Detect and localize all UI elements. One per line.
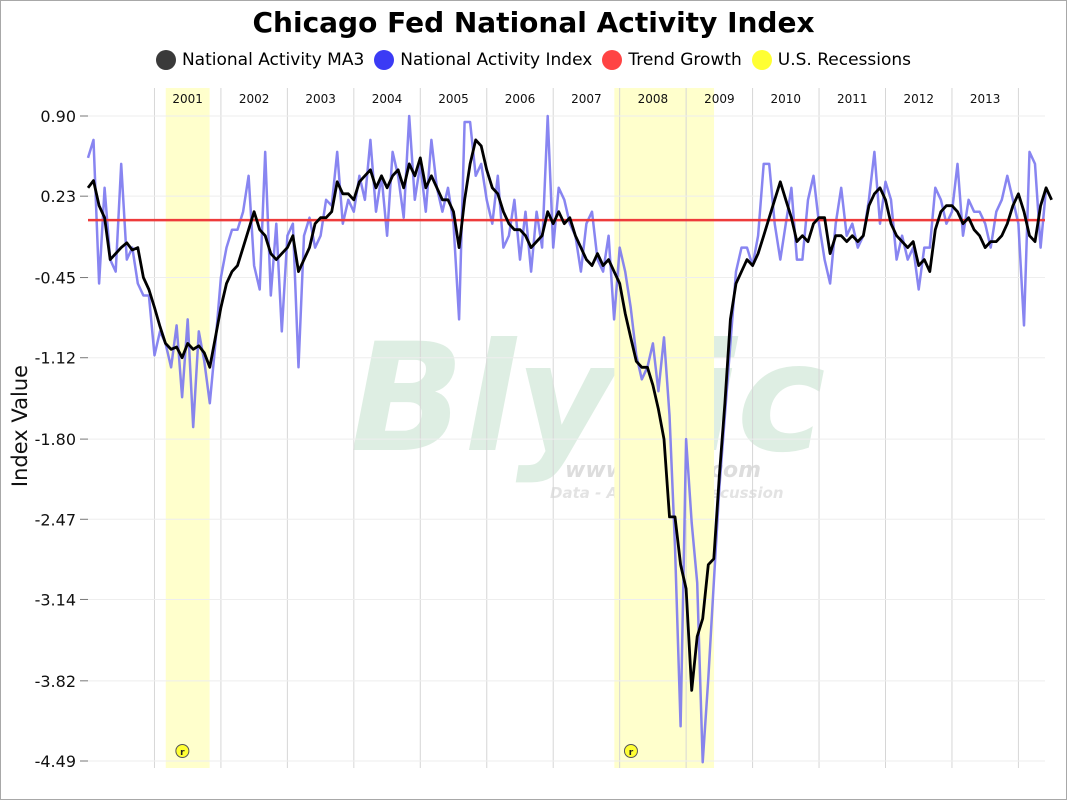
y-tick-label-7: -3.82 — [35, 672, 76, 691]
legend: National Activity MA3 National Activity … — [0, 50, 1067, 70]
year-label-2006: 2006 — [505, 92, 536, 106]
legend-label-trend: Trend Growth — [628, 50, 742, 70]
year-label-2001: 2001 — [172, 92, 203, 106]
y-tick-label-8: -4.49 — [35, 752, 76, 771]
year-label-2008: 2008 — [638, 92, 669, 106]
y-tick-label-6: -3.14 — [35, 590, 76, 609]
svg-text:Blytic: Blytic — [350, 312, 826, 486]
legend-item-recessions[interactable]: U.S. Recessions — [751, 50, 912, 70]
recession-marker-label-0: r — [180, 748, 185, 758]
year-label-2004: 2004 — [372, 92, 403, 106]
recession-marker-label-1: r — [629, 748, 634, 758]
year-label-2007: 2007 — [571, 92, 602, 106]
recession-band-1 — [614, 88, 715, 768]
y-axis-label: Index Value — [8, 365, 32, 487]
year-label-2005: 2005 — [438, 92, 469, 106]
legend-swatch-ma3 — [155, 50, 176, 70]
legend-item-index[interactable]: National Activity Index — [374, 50, 592, 70]
chart-title: Chicago Fed National Activity Index — [252, 6, 815, 39]
year-label-2012: 2012 — [903, 92, 934, 106]
year-label-2010: 2010 — [771, 92, 802, 106]
y-tick-label-5: -2.47 — [35, 510, 76, 529]
series-line-national-activity-index — [86, 114, 1048, 764]
y-tick-label-0: 0.90 — [40, 107, 76, 126]
y-tick-label-1: 0.23 — [40, 187, 76, 206]
y-tick-label-2: -0.45 — [35, 269, 76, 288]
recession-band-0 — [165, 88, 210, 768]
recession-marker-icon-0 — [175, 744, 190, 758]
legend-label-index: National Activity Index — [400, 50, 593, 70]
year-label-2009: 2009 — [704, 92, 735, 106]
year-label-2003: 2003 — [305, 92, 336, 106]
y-tick-label-3: -1.12 — [35, 349, 76, 368]
legend-item-trend[interactable]: Trend Growth — [602, 50, 742, 70]
recession-marker-icon-1 — [623, 744, 638, 758]
y-tick-label-4: -1.80 — [35, 430, 76, 449]
legend-label-ma3: National Activity MA3 — [181, 50, 365, 70]
year-label-2011: 2011 — [837, 92, 868, 106]
legend-swatch-trend — [602, 50, 623, 70]
year-label-2002: 2002 — [239, 92, 270, 106]
legend-swatch-index — [374, 50, 395, 70]
series-line-national-activity-ma3 — [86, 138, 1053, 692]
legend-label-recessions: U.S. Recessions — [777, 50, 912, 70]
legend-item-ma3[interactable]: National Activity MA3 — [155, 50, 365, 70]
blytic-watermark-logo: Blytic www.blytic.com Data - Analysis - … — [350, 312, 826, 502]
legend-swatch-recessions — [751, 50, 772, 70]
year-label-2013: 2013 — [970, 92, 1001, 106]
